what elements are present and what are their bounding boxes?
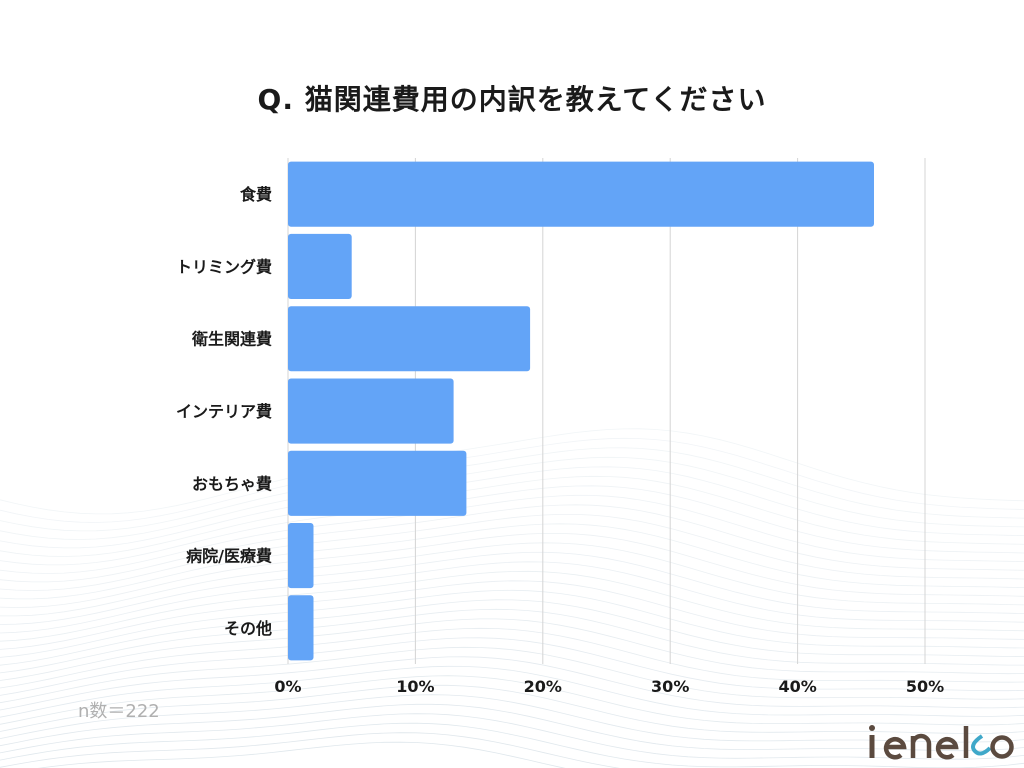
background-wave-line	[0, 722, 1024, 768]
background-wave-line	[0, 504, 1024, 583]
background-wave-line	[0, 618, 1024, 681]
background-wave-line	[0, 694, 1024, 743]
background-wave-line	[0, 589, 1024, 658]
bar	[288, 523, 314, 589]
category-label: その他	[224, 619, 272, 638]
background-wave-line	[0, 533, 1024, 608]
bar	[288, 161, 874, 227]
background-wave-line	[0, 656, 1024, 711]
x-tick-label: 10%	[396, 677, 434, 696]
category-label: 病院/医療費	[186, 547, 272, 566]
background-wave-line	[0, 475, 1024, 557]
background-wave-line	[0, 713, 1024, 760]
background-wave-line	[0, 437, 1024, 523]
sample-size-note: n数＝222	[78, 701, 160, 722]
background-wave-line	[0, 542, 1024, 617]
background-wave-line	[0, 627, 1024, 689]
x-tick-label: 40%	[778, 677, 816, 696]
background-wave-line	[0, 428, 1024, 515]
background-wave-line	[0, 466, 1024, 549]
background-wave-line	[0, 732, 620, 768]
background-wave-line	[0, 523, 1024, 600]
background-wave-line	[0, 447, 1024, 532]
background-wave-line	[0, 703, 1024, 752]
background-wave-line	[0, 551, 1024, 625]
background-wave-line	[0, 646, 1024, 704]
category-label: 衛生関連費	[191, 330, 272, 349]
bar	[288, 595, 314, 661]
background-wave-line	[0, 494, 1024, 574]
x-tick-label: 0%	[274, 677, 301, 696]
x-tick-label: 20%	[524, 677, 562, 696]
bar	[288, 306, 531, 372]
background-wave-line	[0, 637, 1024, 696]
background-wave-line	[0, 675, 1024, 726]
chart-title: Q. 猫関連費用の内訳を教えてください	[257, 83, 767, 116]
category-label: インテリア費	[176, 402, 272, 421]
bar	[288, 450, 467, 516]
background-wave-line	[0, 684, 1024, 734]
background-wave-line	[0, 456, 1024, 540]
background-wave-line	[0, 570, 1024, 642]
background-wave-line	[0, 514, 1024, 591]
category-label: トリミング費	[176, 257, 272, 276]
background-wave-line	[37, 741, 566, 768]
category-label: おもちゃ費	[192, 474, 272, 493]
x-tick-label: 30%	[651, 677, 689, 696]
background-wave-line	[0, 665, 1024, 718]
category-label: 食費	[239, 185, 272, 204]
background-wave-line	[0, 580, 1024, 650]
bar	[288, 233, 352, 299]
background-wave-line	[0, 599, 1024, 666]
background-wave-line	[0, 608, 1024, 674]
background-wave-line	[0, 485, 1024, 566]
x-tick-label: 50%	[906, 677, 944, 696]
background-wave-line	[0, 561, 1024, 634]
bar	[288, 378, 454, 444]
brand-logo	[866, 720, 1016, 768]
